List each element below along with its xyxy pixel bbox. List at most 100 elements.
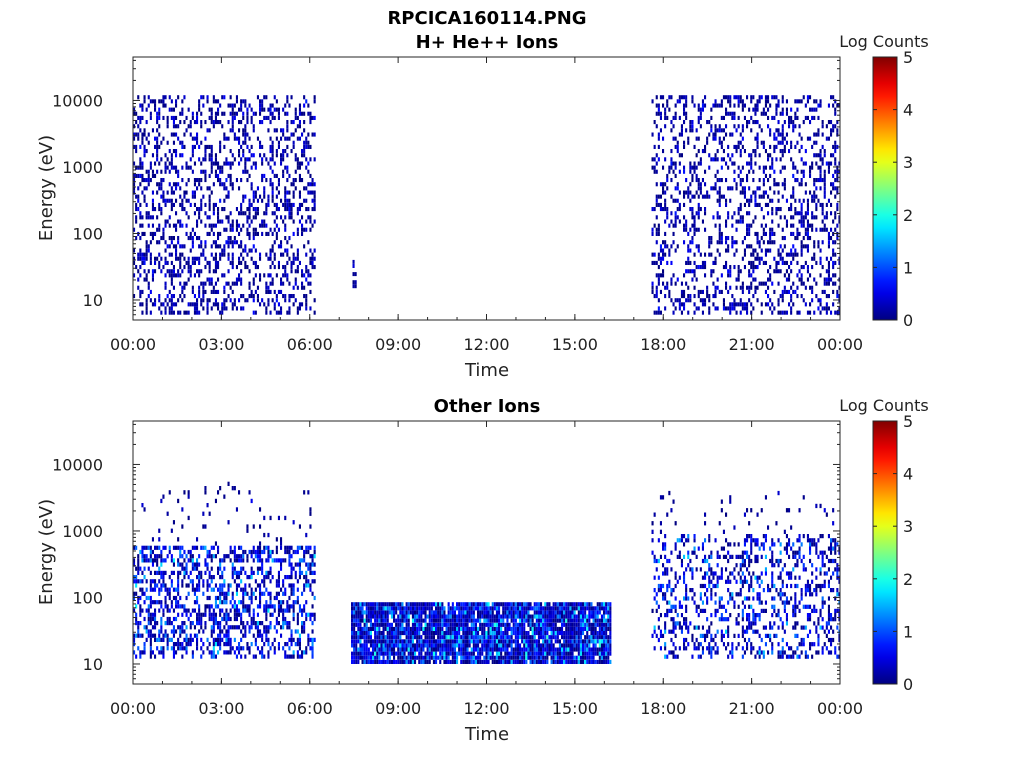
spectrogram-cell bbox=[286, 169, 289, 174]
spectrogram-cell bbox=[670, 219, 673, 224]
spectrogram-cell bbox=[397, 618, 400, 623]
spectrogram-cell bbox=[357, 606, 360, 611]
spectrogram-cell bbox=[238, 231, 241, 236]
spectrogram-cell bbox=[441, 639, 444, 644]
spectrogram-cell bbox=[175, 99, 178, 104]
spectrogram-cell bbox=[809, 302, 812, 307]
spectrogram-cell bbox=[653, 252, 656, 257]
spectrogram-cell bbox=[225, 600, 228, 605]
spectrogram-cell bbox=[196, 537, 199, 542]
spectrogram-cell bbox=[250, 642, 253, 647]
spectrogram-cell bbox=[418, 626, 421, 631]
spectrogram-cell bbox=[395, 626, 398, 631]
spectrogram-cell bbox=[393, 651, 396, 656]
spectrogram-cell bbox=[733, 144, 736, 149]
spectrogram-cell bbox=[384, 647, 387, 652]
spectrogram-cell bbox=[445, 643, 448, 648]
spectrogram-cell bbox=[432, 655, 435, 660]
spectrogram-cell bbox=[758, 281, 761, 286]
spectrogram-cell bbox=[250, 153, 253, 158]
spectrogram-cell bbox=[271, 549, 274, 555]
spectrogram-cell bbox=[695, 244, 698, 249]
spectrogram-cell bbox=[227, 625, 230, 630]
spectrogram-cells bbox=[133, 481, 840, 664]
spectrogram-cell bbox=[783, 244, 786, 249]
spectrogram-cell bbox=[823, 223, 826, 228]
spectrogram-cell bbox=[252, 633, 255, 638]
spectrogram-cell bbox=[380, 631, 383, 636]
spectrogram-cell bbox=[307, 583, 310, 588]
spectrogram-cell bbox=[359, 622, 362, 627]
spectrogram-cell bbox=[210, 157, 213, 162]
spectrogram-cell bbox=[177, 612, 180, 617]
spectrogram-cell bbox=[794, 124, 797, 129]
spectrogram-cell bbox=[729, 111, 732, 116]
spectrogram-cell bbox=[764, 111, 767, 116]
spectrogram-cell bbox=[659, 115, 662, 120]
spectrogram-cell bbox=[422, 626, 425, 631]
spectrogram-cell bbox=[426, 602, 429, 607]
spectrogram-cell bbox=[411, 614, 414, 619]
spectrogram-cell bbox=[139, 128, 142, 133]
spectrogram-cell bbox=[365, 626, 368, 631]
spectrogram-cell bbox=[725, 132, 728, 137]
spectrogram-cell bbox=[168, 616, 171, 622]
spectrogram-cell bbox=[411, 602, 414, 607]
spectrogram-cell bbox=[718, 128, 721, 133]
spectrogram-cell bbox=[838, 215, 840, 220]
spectrogram-cell bbox=[233, 612, 236, 617]
spectrogram-cell bbox=[743, 103, 746, 108]
spectrogram-cell bbox=[657, 157, 660, 162]
spectrogram-cell bbox=[156, 558, 159, 563]
spectrogram-cell bbox=[288, 298, 291, 303]
spectrogram-cell bbox=[282, 149, 285, 154]
spectrogram-cell bbox=[447, 606, 450, 611]
spectrogram-cell bbox=[143, 231, 146, 236]
spectrogram-cell bbox=[729, 95, 732, 100]
spectrogram-cell bbox=[277, 646, 280, 651]
spectrogram-cell bbox=[712, 294, 715, 299]
spectrogram-cell bbox=[720, 289, 723, 294]
spectrogram-cell bbox=[175, 273, 178, 278]
spectrogram-cell bbox=[670, 165, 673, 170]
spectrogram-cell bbox=[309, 511, 312, 516]
spectrogram-cell bbox=[143, 178, 146, 183]
spectrogram-cell bbox=[754, 289, 757, 294]
spectrogram-cell bbox=[405, 643, 408, 648]
spectrogram-cell bbox=[198, 583, 201, 588]
spectrogram-cell bbox=[259, 629, 262, 634]
spectrogram-cell bbox=[227, 256, 230, 261]
spectrogram-cell bbox=[809, 310, 812, 315]
spectrogram-cell bbox=[788, 277, 791, 282]
spectrogram-cell bbox=[800, 211, 803, 216]
spectrogram-cell bbox=[380, 659, 383, 664]
spectrogram-cell bbox=[267, 558, 270, 563]
spectrogram-cell bbox=[777, 252, 780, 257]
spectrogram-cell bbox=[277, 575, 280, 580]
spectrogram-cell bbox=[221, 616, 224, 622]
spectrogram-cell bbox=[154, 173, 157, 178]
spectrogram-cell bbox=[227, 633, 230, 638]
spectrogram-cell bbox=[170, 604, 173, 609]
spectrogram-cell bbox=[676, 186, 679, 191]
spectrogram-cell bbox=[208, 554, 211, 559]
spectrogram-cell bbox=[390, 626, 393, 631]
spectrogram-cell bbox=[785, 277, 788, 282]
spectrogram-cell bbox=[212, 211, 215, 216]
spectrogram-cell bbox=[162, 633, 165, 638]
spectrogram-cell bbox=[680, 124, 683, 129]
spectrogram-cell bbox=[771, 219, 774, 224]
spectrogram-cell bbox=[311, 178, 314, 183]
spectrogram-cell bbox=[741, 136, 744, 141]
spectrogram-cell bbox=[811, 198, 814, 203]
spectrogram-cell bbox=[409, 610, 412, 615]
spectrogram-cell bbox=[227, 294, 230, 299]
spectrogram-cell bbox=[725, 111, 728, 116]
spectrogram-cell bbox=[191, 115, 194, 120]
spectrogram-cell bbox=[271, 558, 274, 563]
spectrogram-cell bbox=[250, 616, 253, 622]
spectrogram-cell bbox=[418, 631, 421, 636]
spectrogram-cell bbox=[836, 120, 839, 125]
spectrogram-cell bbox=[193, 566, 196, 571]
spectrogram-cell bbox=[783, 149, 786, 154]
